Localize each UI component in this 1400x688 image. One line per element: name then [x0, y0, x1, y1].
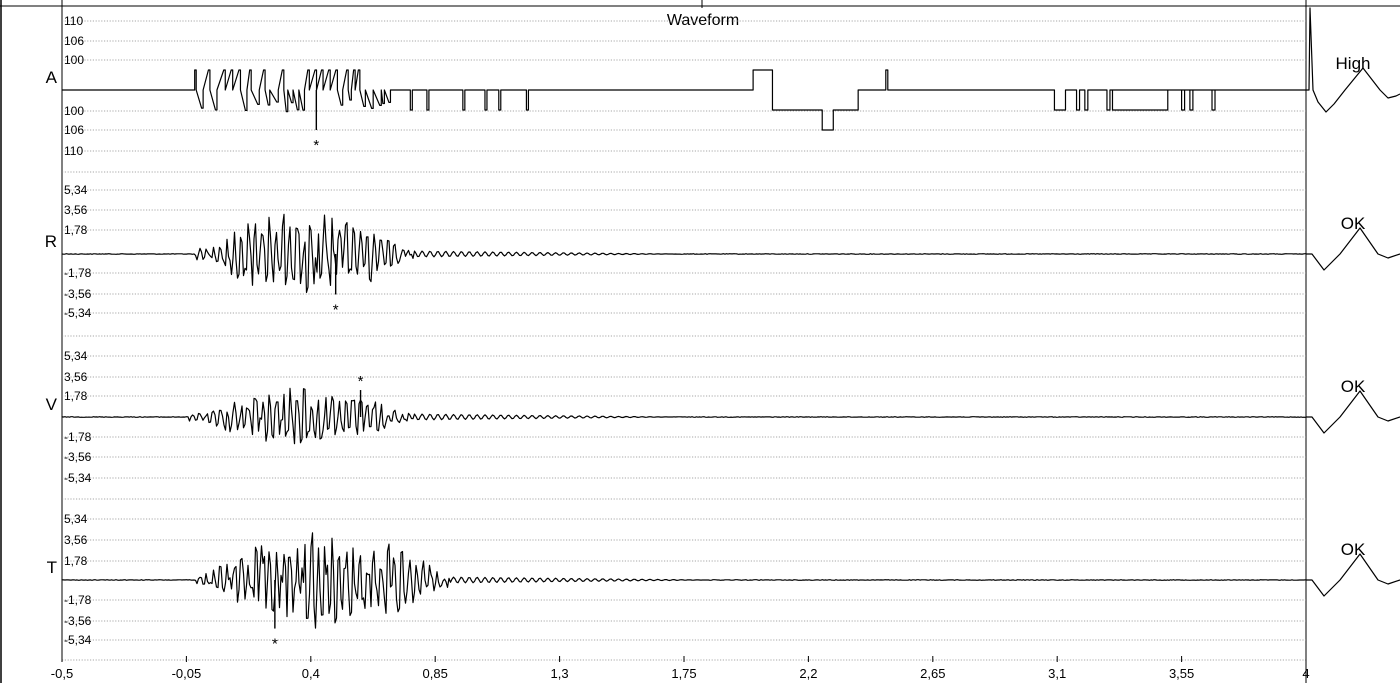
y-tick-label: -3,56	[64, 450, 92, 464]
y-tick-label: 1,78	[64, 389, 88, 403]
chart-title: Waveform	[667, 12, 739, 29]
x-tick-label: 2,2	[799, 666, 817, 681]
y-tick-label: 5,34	[64, 512, 88, 526]
y-tick-label: 110	[64, 14, 83, 28]
y-tick-label: -5,34	[64, 633, 92, 647]
event-marker-v: *	[358, 373, 364, 390]
y-tick-label: 100	[64, 104, 84, 118]
response-curve-v	[1306, 390, 1400, 434]
response-curve-t	[1306, 553, 1400, 597]
trace-t	[61, 532, 1306, 629]
y-tick-label: 106	[64, 123, 84, 137]
trace-v	[61, 387, 1306, 445]
x-tick-label: 3,55	[1169, 666, 1194, 681]
x-tick-label: -0,05	[172, 666, 202, 681]
y-tick-label: 1,78	[64, 223, 88, 237]
y-tick-label: 5,34	[64, 183, 88, 197]
event-marker-t: *	[272, 636, 278, 653]
y-tick-label: -1,78	[64, 266, 92, 280]
y-tick-label: -5,34	[64, 306, 92, 320]
event-marker-r: *	[333, 301, 339, 318]
y-tick-label: -1,78	[64, 593, 92, 607]
channel-label-t: T	[47, 558, 57, 577]
x-tick-label: 2,65	[920, 666, 945, 681]
status-label: High	[1336, 54, 1371, 73]
y-tick-label: 3,56	[64, 370, 88, 384]
x-tick-label: -0,5	[51, 666, 73, 681]
x-tick-label: 0,4	[302, 666, 320, 681]
trace-a	[62, 69, 1306, 131]
y-tick-label: 3,56	[64, 203, 88, 217]
response-curve-r	[1306, 227, 1400, 271]
channel-label-v: V	[46, 395, 58, 414]
event-marker-a: *	[313, 137, 319, 154]
y-tick-label: 100	[64, 53, 84, 67]
x-tick-label: 1,3	[551, 666, 569, 681]
trace-r	[61, 213, 1306, 293]
y-tick-label: 5,34	[64, 349, 88, 363]
y-tick-label: -1,78	[64, 430, 92, 444]
y-tick-label: -3,56	[64, 287, 92, 301]
channel-label-a: A	[46, 68, 58, 87]
channel-label-r: R	[45, 232, 57, 251]
x-tick-label: 1,75	[671, 666, 696, 681]
y-tick-label: -3,56	[64, 614, 92, 628]
x-tick-label: 0,85	[423, 666, 448, 681]
y-tick-label: 3,56	[64, 533, 88, 547]
response-curve-a	[1306, 7, 1400, 113]
y-tick-label: -5,34	[64, 471, 92, 485]
y-tick-label: 110	[64, 144, 83, 158]
x-tick-label: 3,1	[1048, 666, 1066, 681]
y-tick-label: 106	[64, 34, 84, 48]
y-tick-label: 1,78	[64, 554, 88, 568]
x-tick-label: 4	[1302, 666, 1309, 681]
